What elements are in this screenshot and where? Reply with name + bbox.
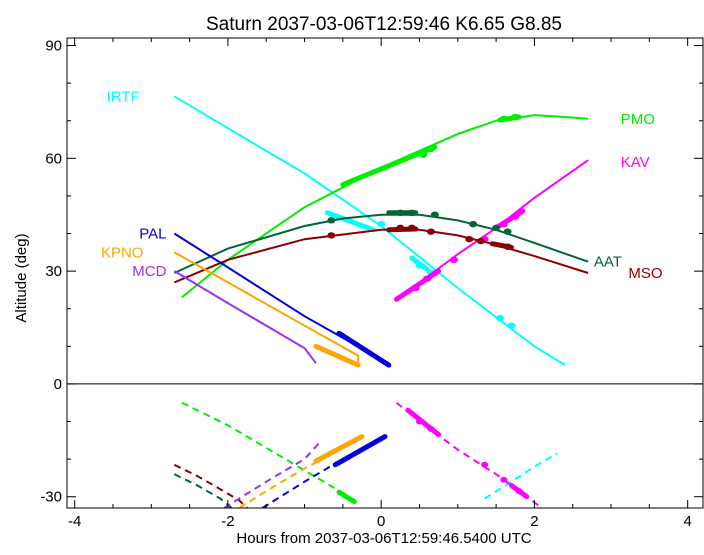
series-dashed-aat — [173, 473, 233, 508]
series-label-mcd: MCD — [132, 263, 166, 280]
series-dashed-kpno — [238, 435, 363, 508]
x-tick-label-3: 2 — [530, 513, 538, 530]
chart-title: Saturn 2037-03-06T12:59:46 K6.65 G8.85 — [206, 14, 562, 35]
series-line-mcd — [173, 270, 317, 364]
series-marker-kav-0 — [411, 284, 420, 292]
series-marker-mso-2 — [407, 224, 416, 232]
y-tick-label-3: 60 — [45, 150, 62, 167]
series-marker-mso-3 — [426, 228, 435, 235]
series-line-kpno — [173, 251, 360, 366]
y-axis-label: Altitude (deg) — [13, 233, 30, 322]
y-tick-label-0: -30 — [40, 489, 62, 506]
series-thick-kpno-0 — [313, 343, 361, 368]
series-marker-aat-4 — [469, 220, 478, 228]
series-thick-irtf-0 — [325, 210, 376, 233]
series-thick-pal-0 — [336, 330, 392, 368]
series-marker-kav-5 — [511, 213, 520, 220]
series-dashed-marker-kav-1 — [427, 426, 435, 433]
axes: -4 -2 0 2 4 -30 0 30 60 90 — [40, 37, 704, 530]
series-marker-kav-1 — [423, 275, 432, 282]
x-tick-label-1: -2 — [221, 513, 234, 530]
series-thick-kpno-1 — [313, 434, 365, 464]
series-label-kpno: KPNO — [101, 244, 144, 261]
series-label-pmo: PMO — [621, 111, 655, 128]
series-marker-aat-3 — [430, 211, 439, 218]
series-thick-kav-0 — [394, 268, 442, 302]
series-marker-pmo-3 — [511, 113, 520, 121]
y-tick-label-1: 0 — [54, 376, 62, 393]
series-marker-mso-4 — [465, 235, 474, 243]
series-marker-irtf-1 — [415, 262, 424, 269]
series-marker-aat-0 — [327, 217, 336, 224]
series-marker-irtf-0 — [377, 220, 386, 228]
series-dashed-mcd — [223, 441, 321, 508]
series-marker-pmo-2 — [499, 115, 508, 123]
y-tick-label-4: 90 — [45, 38, 62, 55]
axes-frame — [66, 37, 704, 509]
series-marker-mso-6 — [503, 243, 512, 250]
series-marker-mso-5 — [476, 237, 485, 245]
series-line-mso — [173, 228, 589, 284]
series-marker-mso-1 — [396, 224, 405, 232]
series-dashed-marker-kav-3 — [500, 476, 508, 483]
series-thick-pmo-2 — [336, 489, 357, 505]
series-marker-kav-2 — [449, 256, 458, 264]
series-marker-irtf-3 — [495, 314, 504, 322]
series-marker-aat-5 — [492, 224, 501, 232]
series-dashed-pal — [261, 435, 386, 508]
series-marker-irtf-4 — [507, 322, 516, 329]
series-dashed-mso — [173, 463, 248, 508]
series-dashed-marker-kav-2 — [481, 461, 489, 468]
series-dashed-marker-kav-0 — [415, 418, 423, 425]
x-axis-label: Hours from 2037-03-06T12:59:46.5400 UTC — [236, 530, 531, 547]
series-marker-pmo-1 — [426, 145, 435, 153]
series-label-mso: MSO — [628, 265, 662, 282]
y-tick-label-2: 30 — [45, 263, 62, 280]
series-marker-aat-6 — [503, 228, 512, 235]
series-label-irtf: IRTF — [107, 88, 140, 105]
series-label-pal: PAL — [139, 226, 166, 243]
series-thick-kav-2 — [405, 407, 442, 438]
series-dashed-irtf — [484, 452, 558, 500]
x-tick-label-4: 4 — [684, 513, 692, 530]
series-marker-mso-0 — [327, 232, 336, 239]
series-dashed-marker-kav-4 — [515, 488, 523, 495]
series-marker-aat-1 — [396, 209, 405, 217]
series-marker-kav-4 — [499, 220, 508, 228]
series-label-kav: KAV — [621, 154, 650, 171]
series-thick-pal-1 — [332, 434, 388, 468]
series-marker-pmo-0 — [419, 151, 428, 158]
series-thick-pmo-0 — [340, 144, 438, 188]
plot-area — [67, 95, 703, 508]
series-marker-aat-2 — [407, 209, 416, 217]
x-tick-label-2: 0 — [377, 513, 385, 530]
series-label-aat: AAT — [594, 254, 622, 271]
series-line-pmo — [181, 114, 589, 299]
x-tick-label-0: -4 — [68, 513, 81, 530]
